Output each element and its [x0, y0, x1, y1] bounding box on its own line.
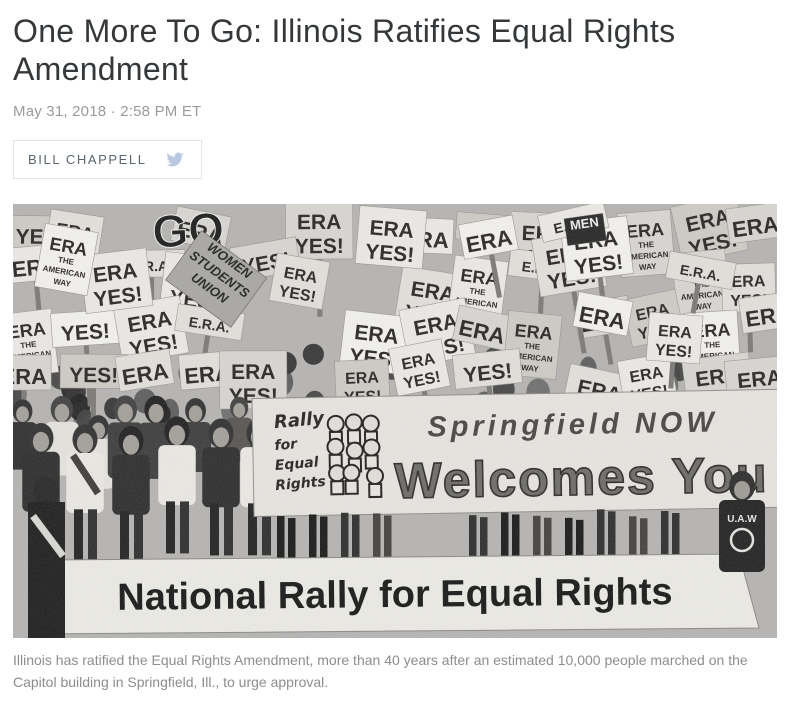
dateline: May 31, 2018 · 2:58 PM ET — [13, 102, 202, 120]
twitter-icon[interactable] — [165, 151, 185, 168]
image-caption: Illinois has ratified the Equal Rights A… — [13, 651, 748, 690]
byline-box[interactable]: BILL CHAPPELL — [13, 139, 202, 179]
film-grain-overlay — [13, 203, 777, 638]
page-title: One More To Go: Illinois Ratifies Equal … — [13, 13, 676, 88]
article-image[interactable]: YES!ERATHEAMERICANWAYERAERAYES!ERAE.R.A.… — [13, 203, 777, 693]
byline-author-link[interactable]: BILL CHAPPELL — [28, 151, 147, 167]
rally-photo-illustration[interactable]: YES!ERATHEAMERICANWAYERAERAYES!ERAE.R.A.… — [13, 203, 777, 638]
